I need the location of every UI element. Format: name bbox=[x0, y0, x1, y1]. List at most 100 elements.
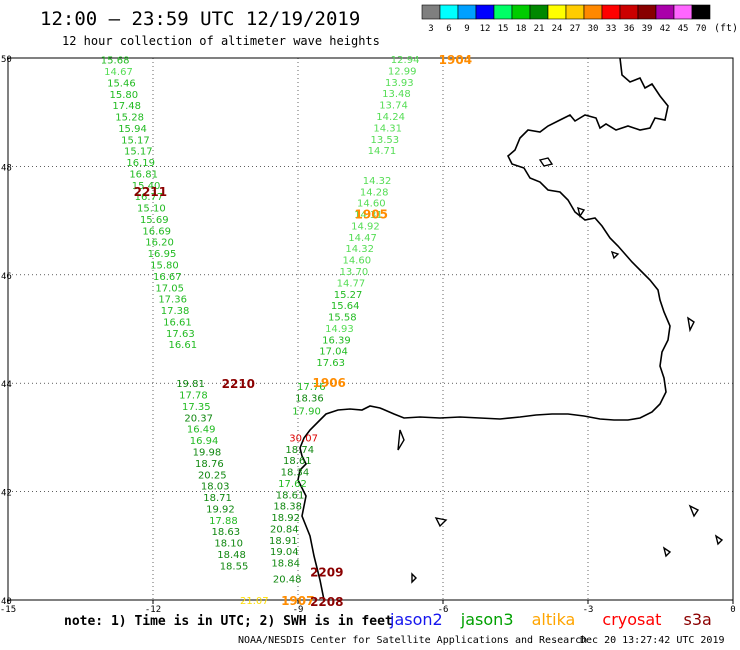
wave-height-value: 12.99 bbox=[388, 66, 417, 77]
lat-tick-label: 40 bbox=[1, 597, 12, 607]
coastline bbox=[297, 57, 671, 601]
wave-height-value: 14.24 bbox=[376, 112, 405, 123]
wave-height-value: 18.36 bbox=[295, 393, 324, 404]
wave-height-value: 15.28 bbox=[115, 113, 144, 124]
map-axes: -15 -12 -9 -6 -3 0 50 48 46 44 42 40 bbox=[0, 55, 736, 615]
island-9 bbox=[662, 546, 672, 558]
legend-label: 33 bbox=[606, 24, 617, 34]
satellite-jason2: jason2 bbox=[389, 610, 443, 629]
map-title: 12:00 — 23:59 UTC 12/19/2019 bbox=[40, 8, 360, 30]
wave-height-value: 16.49 bbox=[187, 425, 216, 436]
legend-swatch-45 bbox=[673, 4, 693, 20]
lat-lon-grid bbox=[8, 58, 733, 600]
legend-label: 9 bbox=[464, 24, 469, 34]
pass-label-1906: 1906 bbox=[313, 376, 346, 390]
wave-height-value: 15.58 bbox=[328, 313, 357, 324]
island-8 bbox=[714, 534, 724, 546]
wave-height-value: 13.93 bbox=[385, 78, 414, 89]
wave-height-value: 17.36 bbox=[158, 295, 187, 306]
wave-height-value: 15.27 bbox=[334, 290, 363, 301]
timestamp: Dec 20 13:27:42 UTC 2019 bbox=[580, 635, 725, 646]
lon-tick-label: -15 bbox=[0, 605, 16, 615]
wave-height-value: 20.25 bbox=[198, 470, 227, 481]
wave-height-value: 18.34 bbox=[281, 468, 310, 479]
wave-height-value: 14.31 bbox=[373, 123, 402, 134]
wave-height-value: 18.92 bbox=[271, 513, 300, 524]
legend-label: 70 bbox=[696, 24, 707, 34]
wave-height-value: 16.61 bbox=[168, 340, 197, 351]
legend-label: 27 bbox=[570, 24, 581, 34]
track-1907: 21.07 1907 bbox=[240, 594, 314, 608]
legend-swatch-70 bbox=[691, 4, 711, 20]
legend-swatch-36 bbox=[619, 4, 639, 20]
lat-tick-label: 50 bbox=[1, 55, 12, 65]
wave-height-value: 14.71 bbox=[368, 146, 397, 157]
wave-height-value: 19.81 bbox=[176, 379, 205, 390]
wave-height-value: 14.60 bbox=[342, 256, 371, 267]
legend-unit: (ft) bbox=[714, 23, 738, 34]
wave-height-value: 20.48 bbox=[273, 574, 302, 585]
map-subtitle: 12 hour collection of altimeter wave hei… bbox=[62, 34, 380, 48]
altimeter-tracks: 15.6814.6715.4615.8017.4815.2815.9415.17… bbox=[101, 53, 472, 609]
pass-label-1905: 1905 bbox=[355, 208, 388, 222]
island-6 bbox=[688, 504, 700, 518]
wave-height-value: 18.10 bbox=[214, 539, 243, 550]
wave-height-value: 17.63 bbox=[316, 358, 345, 369]
legend-swatch-27 bbox=[565, 4, 585, 20]
wave-height-value: 15.64 bbox=[331, 301, 360, 312]
lat-tick-label: 42 bbox=[1, 489, 12, 499]
wave-height-value: 15.10 bbox=[137, 204, 166, 215]
wave-height-value: 15.69 bbox=[140, 215, 169, 226]
wave-height-value: 17.78 bbox=[179, 391, 208, 402]
wave-height-value: 14.77 bbox=[337, 278, 366, 289]
wave-height-value: 17.62 bbox=[278, 479, 307, 490]
legend-swatch-33 bbox=[601, 4, 621, 20]
footnote: note: 1) Time is in UTC; 2) SWH is in fe… bbox=[64, 614, 393, 629]
legend-label: 18 bbox=[516, 24, 527, 34]
island-1 bbox=[538, 157, 554, 167]
satellite-cryosat: cryosat bbox=[602, 610, 661, 629]
wave-height-value: 17.05 bbox=[155, 283, 184, 294]
legend-label: 36 bbox=[624, 24, 635, 34]
satellite-jason3: jason3 bbox=[460, 610, 514, 629]
pass-label-1904: 1904 bbox=[439, 53, 472, 67]
wave-height-value: 14.60 bbox=[357, 199, 386, 210]
track-2210: 19.8117.7817.3520.3716.4916.9419.9818.76… bbox=[176, 377, 255, 572]
wave-height-value: 15.80 bbox=[110, 90, 139, 101]
wave-height-value: 30.07 bbox=[289, 433, 318, 444]
pass-label-2209: 2209 bbox=[310, 565, 343, 579]
legend-label: 3 bbox=[428, 24, 433, 34]
legend-swatch-3 bbox=[421, 4, 441, 20]
lat-tick-label: 46 bbox=[1, 272, 12, 282]
wave-height-value: 15.80 bbox=[150, 261, 179, 272]
legend-label: 30 bbox=[588, 24, 599, 34]
satellite-s3a: s3a bbox=[684, 610, 712, 629]
legend-label: 24 bbox=[552, 24, 563, 34]
lat-tick-label: 44 bbox=[1, 380, 12, 390]
wave-height-value: 19.04 bbox=[270, 547, 299, 558]
wave-height-value: 18.38 bbox=[273, 502, 302, 513]
legend-label: 6 bbox=[446, 24, 451, 34]
satellite-altika: altika bbox=[532, 610, 576, 629]
wave-height-value: 16.81 bbox=[129, 169, 158, 180]
wave-height-value: 17.35 bbox=[182, 402, 211, 413]
wave-height-value: 18.55 bbox=[220, 561, 249, 572]
pass-label-2210: 2210 bbox=[222, 377, 255, 391]
map-frame bbox=[7, 57, 734, 601]
legend-swatch-6 bbox=[439, 4, 459, 20]
legend-swatch-42 bbox=[655, 4, 675, 20]
island-10 bbox=[411, 572, 417, 584]
legend-swatch-39 bbox=[637, 4, 657, 20]
wave-height-value: 14.67 bbox=[104, 67, 133, 78]
wave-height-value: 18.71 bbox=[203, 493, 232, 504]
wave-height-value: 12.94 bbox=[391, 55, 420, 66]
legend-swatch-9 bbox=[457, 4, 477, 20]
wave-height-value: 14.92 bbox=[351, 221, 380, 232]
credit-line: NOAA/NESDIS Center for Satellite Applica… bbox=[238, 635, 587, 646]
track-2208: 2208 bbox=[310, 595, 343, 609]
lon-tick-label: 0 bbox=[730, 605, 735, 615]
track-1905: 14.3214.2814.6014.3114.9214.4714.3214.60… bbox=[316, 176, 391, 369]
wave-height-value: 19.92 bbox=[206, 504, 235, 515]
wave-height-value: 18.74 bbox=[285, 445, 314, 456]
